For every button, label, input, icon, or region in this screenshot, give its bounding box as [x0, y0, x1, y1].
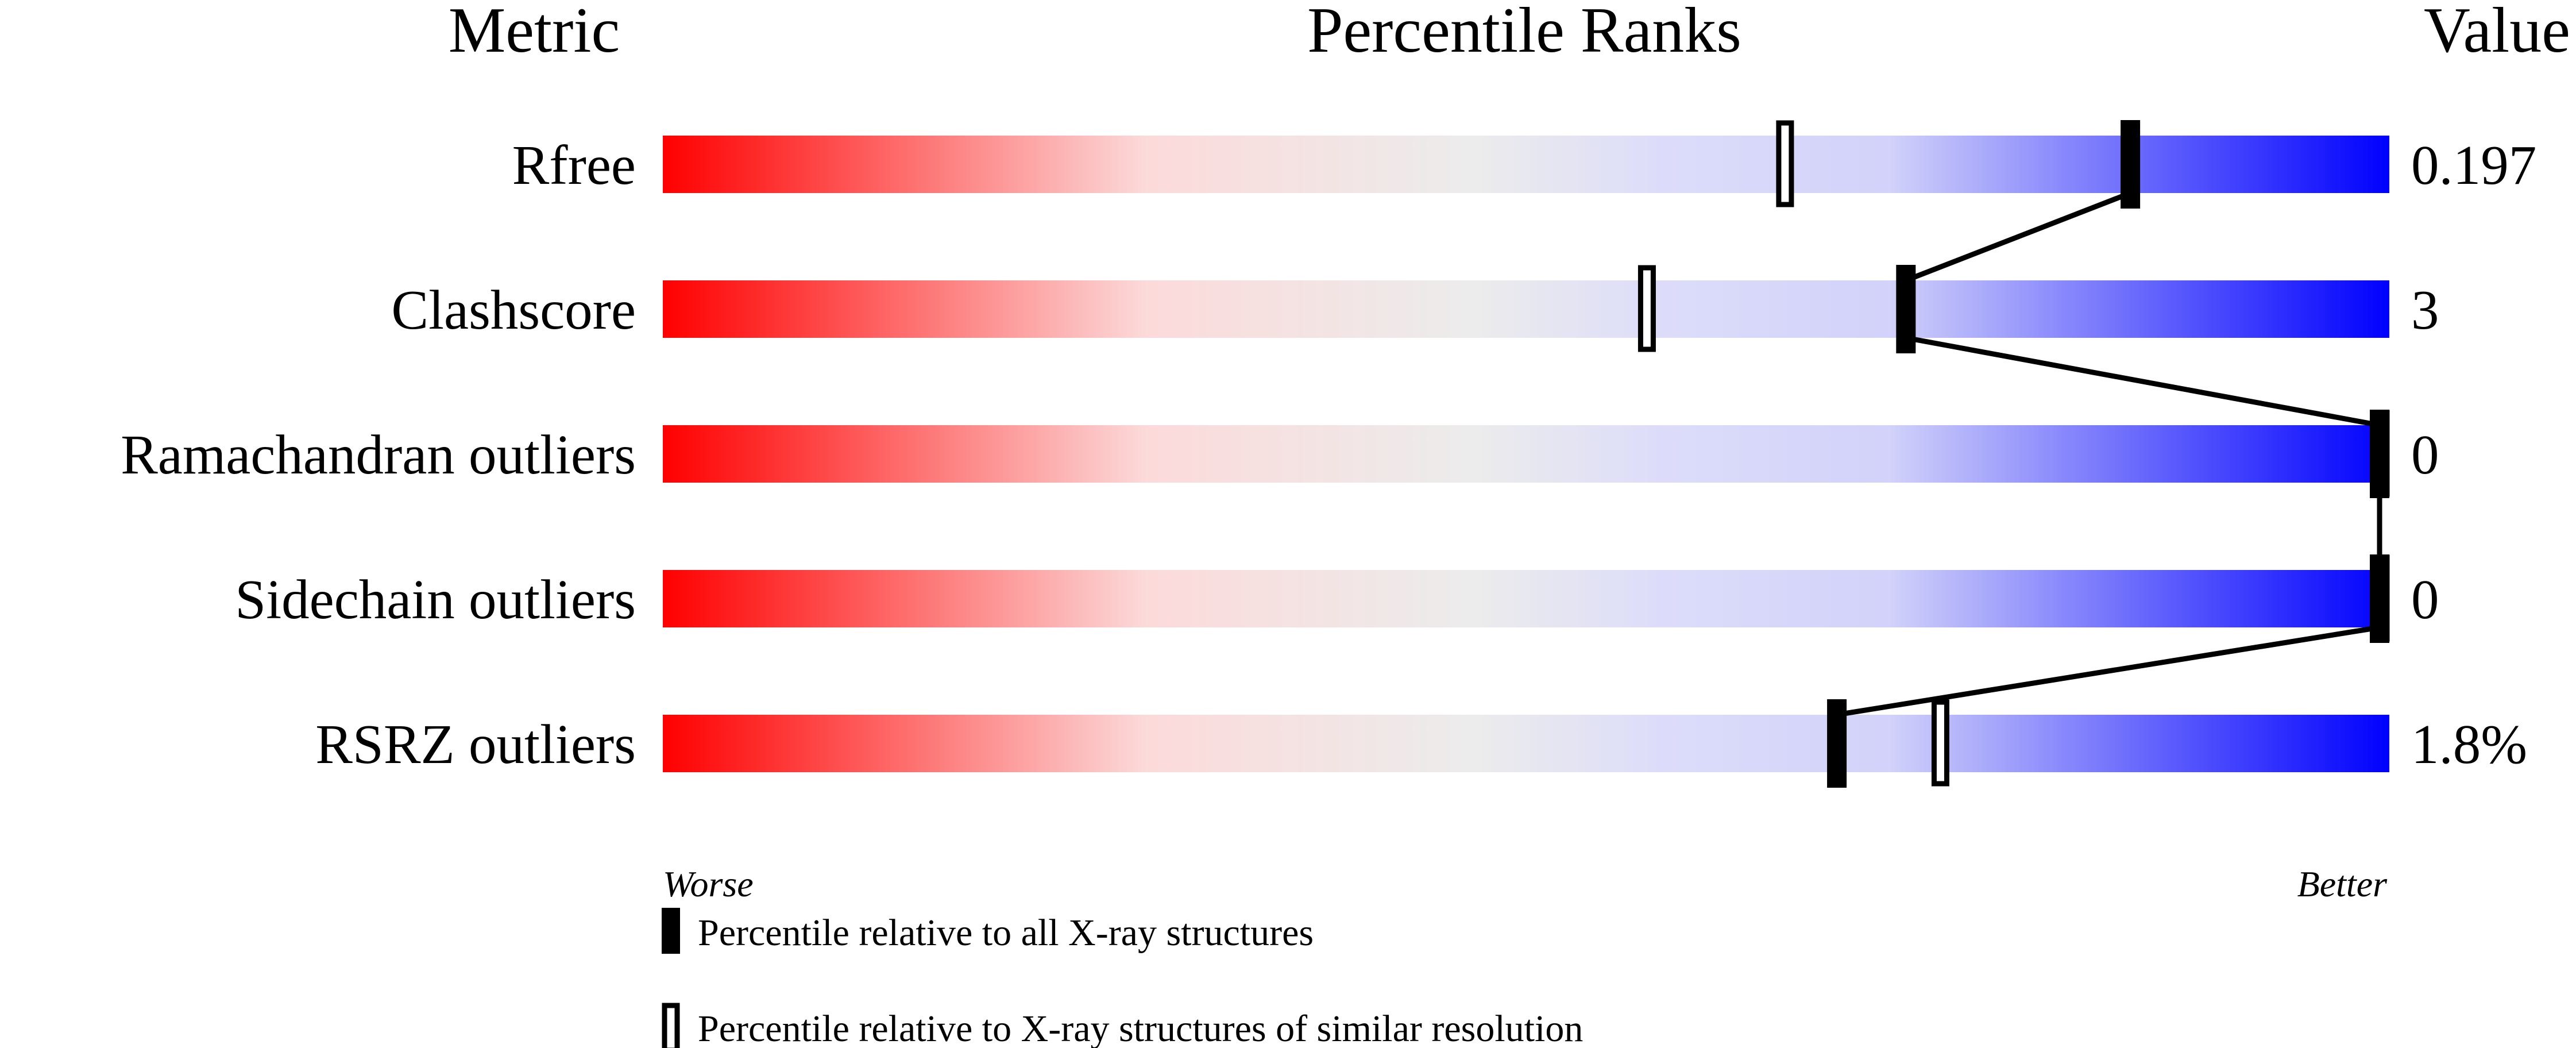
percentile-connector-line	[1905, 335, 2380, 428]
legend-filled-marker	[662, 908, 680, 954]
axis-label-better: Better	[2297, 864, 2388, 904]
header-percentile-ranks: Percentile Ranks	[1307, 0, 1741, 66]
metric-value: 0	[2411, 424, 2439, 486]
metric-value: 1.8%	[2411, 714, 2527, 775]
percentile-bar	[663, 136, 2389, 193]
legend-filled-label: Percentile relative to all X-ray structu…	[698, 912, 1314, 954]
percentile-bar	[663, 715, 2389, 772]
header-metric: Metric	[449, 0, 620, 66]
legend-open-marker	[662, 1003, 680, 1048]
all-structures-marker	[2370, 410, 2389, 498]
similar-resolution-marker	[1637, 265, 1656, 352]
metric-label: Rfree	[512, 134, 636, 196]
percentile-bar	[663, 425, 2389, 483]
metric-label: Sidechain outliers	[235, 569, 636, 630]
metric-value: 0.197	[2411, 134, 2536, 196]
percentile-connector-line	[1836, 625, 2380, 718]
all-structures-marker	[1896, 265, 1916, 353]
all-structures-marker	[1827, 699, 1847, 788]
header-value: Value	[2424, 0, 2570, 66]
percentile-bar	[663, 280, 2389, 338]
metric-label: Clashscore	[391, 279, 636, 341]
all-structures-marker	[2121, 120, 2141, 209]
legend-open-label: Percentile relative to X-ray structures …	[698, 1008, 1583, 1048]
percentile-bar	[663, 570, 2389, 627]
similar-resolution-marker	[1931, 699, 1949, 787]
similar-resolution-marker	[1776, 120, 1794, 207]
axis-label-worse: Worse	[663, 864, 754, 904]
metric-value: 3	[2411, 279, 2439, 341]
all-structures-marker	[2370, 554, 2389, 643]
metric-label: RSRZ outliers	[315, 714, 636, 775]
percentile-connector-line	[1905, 190, 2131, 283]
metric-label: Ramachandran outliers	[121, 424, 636, 486]
metric-value: 0	[2411, 569, 2439, 630]
